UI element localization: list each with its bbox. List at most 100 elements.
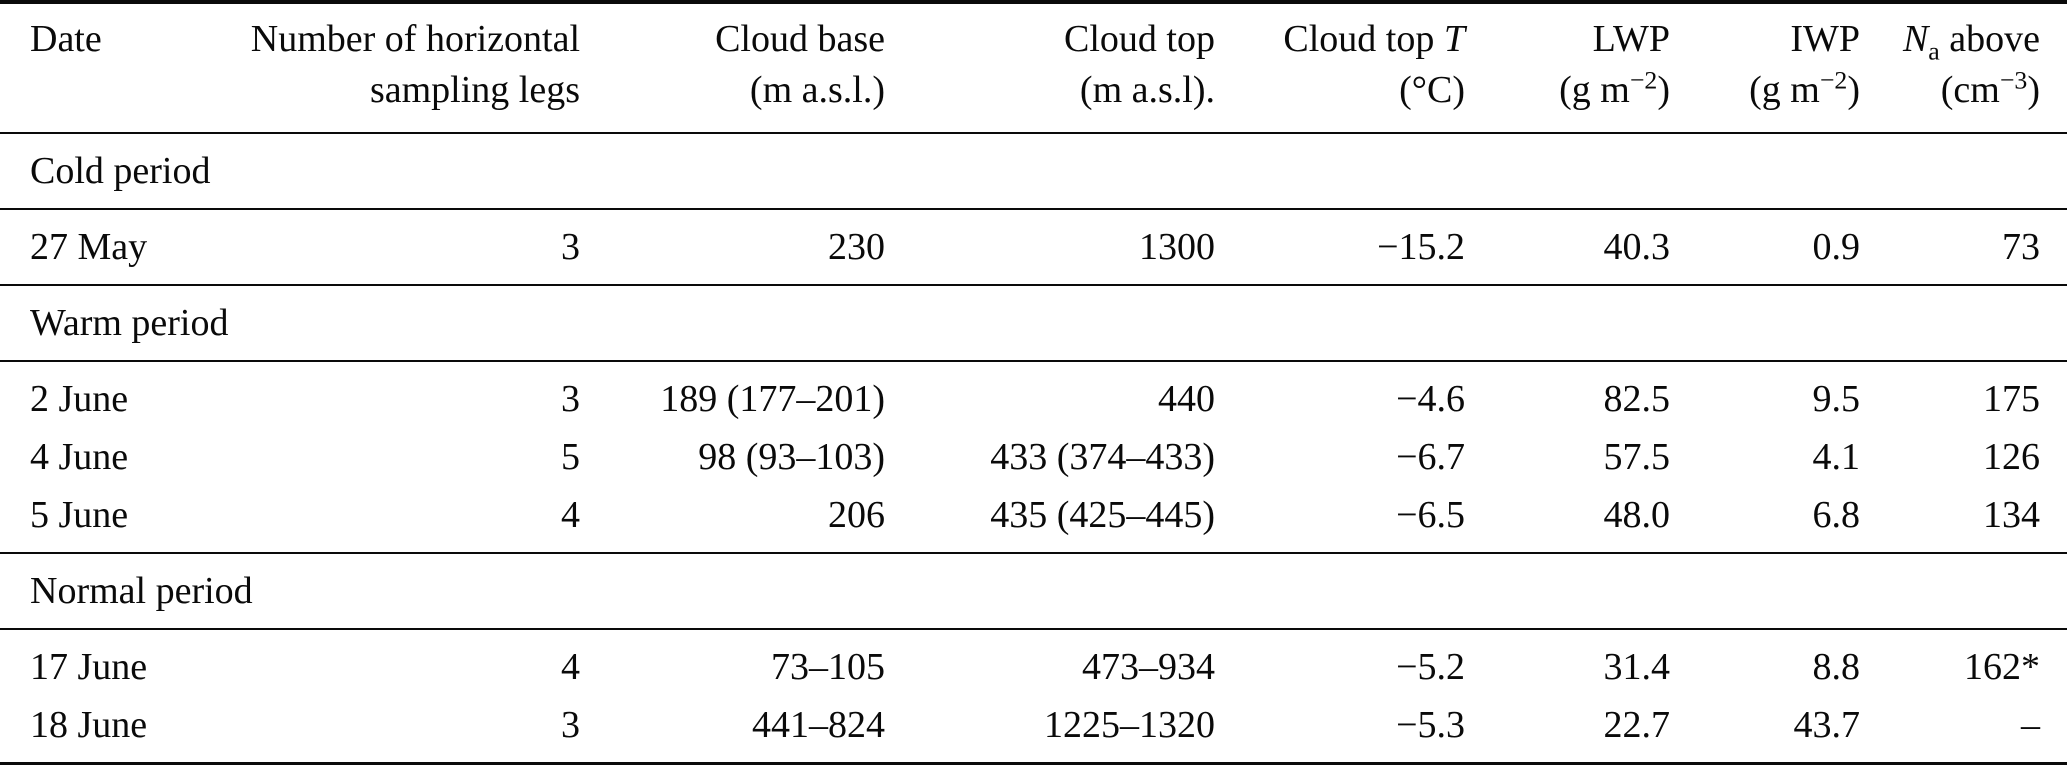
- cell-iwp: 9.5: [1812, 378, 1861, 420]
- cell-cloud-top: 473–934: [1082, 646, 1215, 688]
- table-row: 17 June 4 73–105 473–934 −5.2 31.4 8.8 1…: [0, 629, 2067, 696]
- cell-lwp: 31.4: [1603, 646, 1671, 688]
- header-na-unit: (cm−3): [1860, 65, 2040, 116]
- header-iwp-label: IWP: [1790, 18, 1860, 60]
- header-cell-cloud-top-temp: Cloud top T (°C): [1215, 2, 1465, 133]
- cell-legs: 4: [561, 494, 580, 536]
- cell-date: 17 June: [30, 646, 148, 688]
- header-na-unit-exponent: −3: [1999, 65, 2028, 95]
- section-row-cold-period: Cold period: [0, 133, 2067, 209]
- cell-lwp: 82.5: [1603, 378, 1671, 420]
- section-row-warm-period: Warm period: [0, 285, 2067, 361]
- header-cell-na-above: Na above (cm−3): [1860, 2, 2067, 133]
- section-title: Warm period: [30, 302, 229, 344]
- cell-lwp: 48.0: [1603, 494, 1671, 536]
- section-row-normal-period: Normal period: [0, 553, 2067, 629]
- cell-lwp: 22.7: [1603, 704, 1671, 746]
- cell-cloud-base: 98 (93–103): [698, 436, 885, 478]
- cell-cloud-top-temp: −5.3: [1396, 704, 1465, 746]
- cell-cloud-top: 433 (374–433): [990, 436, 1215, 478]
- cell-date: 27 May: [30, 226, 148, 268]
- header-row: Date Number of horizontal sampling legs …: [0, 2, 2067, 133]
- table-row: 4 June 5 98 (93–103) 433 (374–433) −6.7 …: [0, 428, 2067, 486]
- cell-date: 2 June: [30, 378, 129, 420]
- header-date-label: Date: [30, 18, 102, 60]
- header-cell-sampling-legs: Number of horizontal sampling legs: [150, 2, 580, 133]
- cell-cloud-top: 1225–1320: [1044, 704, 1215, 746]
- cell-cloud-base: 206: [828, 494, 885, 536]
- header-cloud-top-temp-text: Cloud top: [1283, 18, 1444, 60]
- cell-legs: 5: [561, 436, 580, 478]
- header-na-unit-pre: (cm: [1940, 69, 2000, 111]
- cell-iwp: 0.9: [1812, 226, 1861, 268]
- header-iwp-unit-post: ): [1847, 69, 1860, 111]
- table-row: 27 May 3 230 1300 −15.2 40.3 0.9 73: [0, 209, 2067, 285]
- section-title: Cold period: [30, 150, 211, 192]
- cell-legs: 3: [561, 704, 580, 746]
- cell-cloud-top-temp: −5.2: [1396, 646, 1465, 688]
- cell-legs: 4: [561, 646, 580, 688]
- header-cloud-base-line1: Cloud base: [715, 18, 885, 60]
- cell-cloud-base: 189 (177–201): [660, 378, 885, 420]
- cell-na-above: 134: [1983, 494, 2040, 536]
- header-lwp-unit: (g m−2): [1465, 65, 1670, 116]
- table-row: 18 June 3 441–824 1225–1320 −5.3 22.7 43…: [0, 696, 2067, 764]
- header-cell-lwp: LWP (g m−2): [1465, 2, 1670, 133]
- header-lwp-unit-post: ): [1657, 69, 1670, 111]
- header-na-unit-post: ): [2027, 69, 2040, 111]
- cell-date: 5 June: [30, 494, 129, 536]
- header-lwp-label: LWP: [1592, 18, 1670, 60]
- header-na-symbol: N: [1902, 18, 1929, 60]
- header-iwp-unit: (g m−2): [1670, 65, 1860, 116]
- header-cell-iwp: IWP (g m−2): [1670, 2, 1860, 133]
- header-cell-cloud-top: Cloud top (m a.s.l).: [885, 2, 1215, 133]
- cell-cloud-base: 441–824: [752, 704, 885, 746]
- cell-cloud-top: 440: [1158, 378, 1215, 420]
- header-cell-cloud-base: Cloud base (m a.s.l.): [580, 2, 885, 133]
- header-legs-line2: sampling legs: [369, 69, 580, 111]
- cell-na-above: 126: [1983, 436, 2040, 478]
- cell-cloud-top-temp: −6.7: [1396, 436, 1465, 478]
- cell-na-above: 175: [1983, 378, 2040, 420]
- header-cloud-top-unit: (m a.s.l).: [1079, 69, 1215, 111]
- cell-date: 4 June: [30, 436, 129, 478]
- section-title: Normal period: [30, 570, 253, 612]
- table-header: Date Number of horizontal sampling legs …: [0, 2, 2067, 133]
- cell-na-above: 162*: [1964, 646, 2040, 688]
- header-na-subscript: a: [1928, 36, 1940, 66]
- cell-na-above: –: [2021, 704, 2040, 746]
- cell-iwp: 8.8: [1812, 646, 1861, 688]
- header-cloud-top-temp-unit: (°C): [1399, 69, 1465, 111]
- cell-lwp: 40.3: [1603, 226, 1671, 268]
- cell-cloud-top-temp: −6.5: [1396, 494, 1465, 536]
- cell-iwp: 6.8: [1812, 494, 1861, 536]
- header-na-rest: above: [1939, 18, 2040, 60]
- cell-cloud-top-temp: −4.6: [1396, 378, 1465, 420]
- header-cloud-top-line1: Cloud top: [1064, 18, 1215, 60]
- header-iwp-unit-pre: (g m: [1749, 69, 1820, 111]
- cell-legs: 3: [561, 226, 580, 268]
- cell-cloud-top-temp: −15.2: [1377, 226, 1465, 268]
- cell-cloud-top: 435 (425–445): [990, 494, 1215, 536]
- cell-cloud-base: 73–105: [771, 646, 885, 688]
- cell-date: 18 June: [30, 704, 148, 746]
- cell-iwp: 43.7: [1793, 704, 1861, 746]
- table-body: Cold period 27 May 3 230 1300 −15.2 40.3…: [0, 133, 2067, 764]
- table-row: 2 June 3 189 (177–201) 440 −4.6 82.5 9.5…: [0, 361, 2067, 428]
- table-row: 5 June 4 206 435 (425–445) −6.5 48.0 6.8…: [0, 486, 2067, 553]
- header-lwp-unit-pre: (g m: [1559, 69, 1630, 111]
- header-temp-symbol: T: [1443, 18, 1465, 60]
- cell-iwp: 4.1: [1812, 436, 1861, 478]
- cell-na-above: 73: [2002, 226, 2040, 268]
- header-na-label: Na above: [1860, 14, 2040, 65]
- header-lwp-unit-exponent: −2: [1629, 65, 1658, 95]
- header-cloud-top-temp-line1: Cloud top T: [1215, 14, 1465, 65]
- cell-cloud-base: 230: [828, 226, 885, 268]
- header-cloud-base-unit: (m a.s.l.): [749, 69, 885, 111]
- cell-lwp: 57.5: [1603, 436, 1671, 478]
- header-cell-date: Date: [0, 2, 150, 133]
- cell-cloud-top: 1300: [1139, 226, 1215, 268]
- cell-legs: 3: [561, 378, 580, 420]
